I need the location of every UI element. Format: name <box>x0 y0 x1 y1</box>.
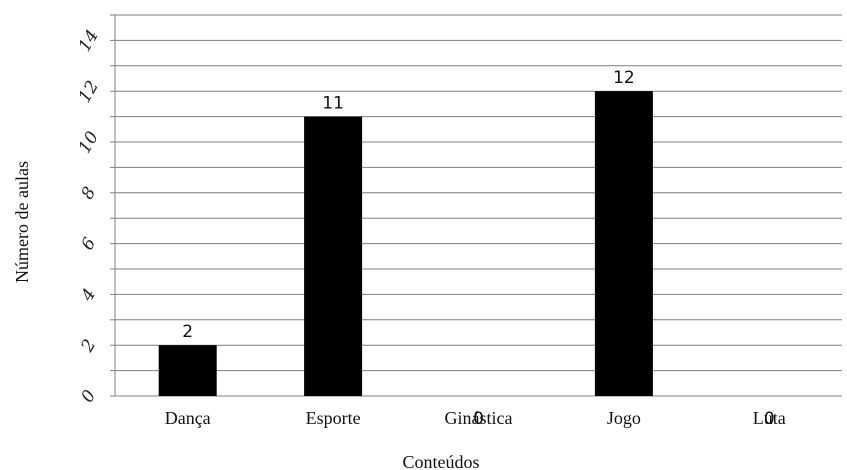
bars <box>158 91 653 396</box>
y-tick-label: 8 <box>77 183 100 203</box>
x-axis-title: Conteúdos <box>402 452 479 470</box>
data-labels: 2 11 0 12 0 <box>182 68 774 429</box>
bar <box>304 116 363 396</box>
x-tick-label: Ginástica <box>445 408 513 428</box>
data-label: 11 <box>322 94 344 114</box>
y-tick-label: 12 <box>75 77 103 106</box>
y-tick-label: 14 <box>75 27 103 56</box>
bar <box>158 345 217 396</box>
y-tick-label: 6 <box>77 234 100 254</box>
bar <box>594 91 653 396</box>
gridlines <box>110 14 842 397</box>
y-tick-label: 10 <box>75 128 103 157</box>
x-tick-label: Esporte <box>306 408 361 428</box>
y-axis-title: Número de aulas <box>12 161 32 283</box>
x-tick-label: Jogo <box>607 408 641 428</box>
y-tick-label: 4 <box>77 285 100 305</box>
data-label: 12 <box>613 68 635 88</box>
y-tick-label: 0 <box>77 387 100 407</box>
x-tick-labels: Dança Esporte Ginástica Jogo Luta <box>165 408 786 428</box>
x-tick-label: Luta <box>753 408 786 428</box>
y-tick-labels: 0 2 4 6 8 10 12 14 <box>75 27 103 407</box>
data-label: 0 <box>764 409 775 429</box>
x-tick-label: Dança <box>165 408 211 428</box>
data-label: 2 <box>182 322 193 342</box>
data-label: 0 <box>473 409 484 429</box>
y-tick-label: 2 <box>77 336 100 356</box>
